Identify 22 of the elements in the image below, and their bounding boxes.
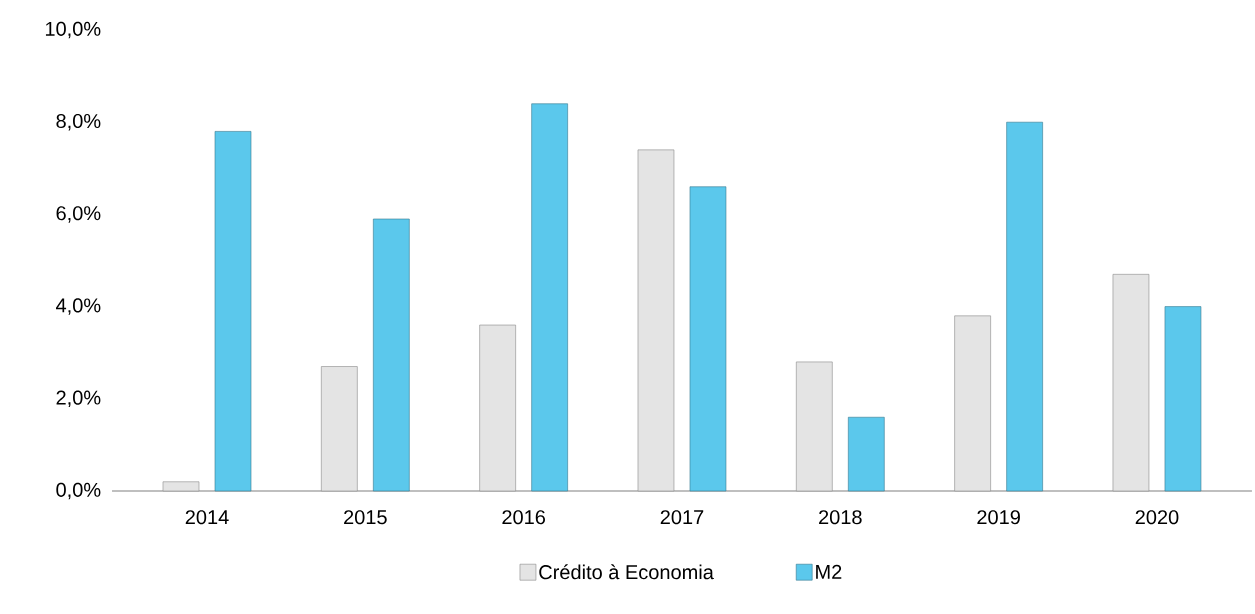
bar [531, 103, 568, 492]
x-tick-label: 2018 [819, 510, 862, 525]
y-tick-label: 6,0% [56, 206, 101, 223]
y-tick-label: 2,0% [56, 390, 101, 408]
bar [214, 131, 252, 492]
x-tick-label: 2019 [977, 510, 1020, 525]
bar [1164, 306, 1202, 492]
x-tick-label: 2015 [344, 510, 387, 525]
bar [848, 416, 885, 492]
x-tick-label: 2017 [660, 510, 704, 525]
bar [373, 218, 410, 492]
y-tick-label: 8,0% [56, 113, 101, 131]
legend-label: Crédito à Economia [539, 564, 714, 580]
x-tick-label: 2014 [185, 510, 229, 525]
bar [689, 186, 727, 492]
x-tick-label: 2020 [1135, 510, 1179, 525]
bar [1006, 121, 1043, 492]
legend-label: M2 [816, 564, 842, 579]
x-tick-label: 2016 [502, 510, 546, 525]
y-tick-label: 0,0% [56, 482, 101, 500]
y-tick-label: 10,0% [45, 21, 101, 39]
y-tick-label: 4,0% [56, 298, 101, 315]
